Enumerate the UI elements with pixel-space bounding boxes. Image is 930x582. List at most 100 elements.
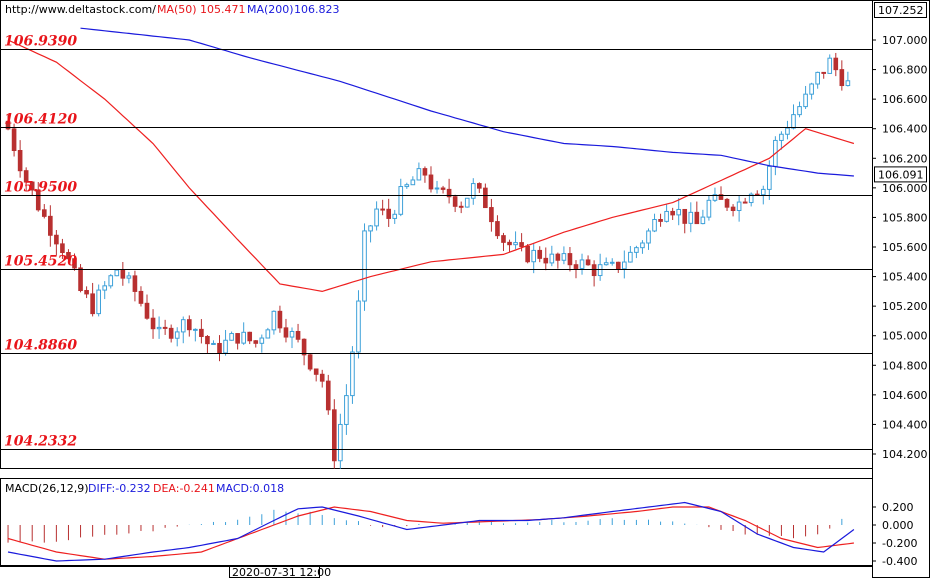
level-label: 106.9390 — [4, 34, 77, 50]
candle-body — [622, 261, 627, 270]
price-tick-label: 106.200 — [882, 152, 928, 165]
candle-body — [253, 340, 259, 344]
macd-title: MACD(26,12,9) — [5, 482, 89, 495]
candle-body — [199, 328, 204, 337]
candle-body — [60, 243, 65, 254]
candle-body — [17, 150, 23, 172]
candle-body — [470, 183, 476, 199]
macd-diff-line — [7, 501, 855, 562]
candles-group — [5, 52, 851, 469]
candle-body — [211, 342, 216, 345]
candle-body — [549, 253, 555, 264]
price-tick-label: 105.200 — [882, 300, 928, 313]
candle-body — [579, 259, 585, 269]
candle-body — [174, 331, 180, 339]
candle-body — [392, 213, 398, 219]
candle-body — [235, 333, 240, 344]
candle-body — [609, 261, 615, 264]
candle-body — [126, 275, 132, 279]
candle-body — [84, 290, 89, 295]
candle-body — [658, 219, 663, 222]
candle-body — [48, 215, 53, 236]
time-label: 2020-07-31 12:00 — [232, 566, 331, 578]
candle-body — [628, 251, 633, 263]
candle-body — [791, 114, 796, 129]
top-price-label: 107.252 — [878, 4, 924, 17]
candle-body — [331, 409, 337, 462]
candle-body — [597, 264, 603, 277]
candle-body — [525, 245, 530, 263]
candle-body — [90, 293, 95, 315]
price-tick-label: 105.400 — [882, 271, 928, 284]
level-label: 104.8860 — [4, 338, 77, 354]
candle-body — [742, 201, 748, 204]
candle-body — [452, 196, 458, 207]
level-label: 105.4520 — [4, 254, 77, 270]
candle-body — [555, 253, 561, 261]
level-label: 104.2332 — [4, 434, 77, 450]
candle-body — [350, 351, 355, 397]
macd-tick-label: 0.000 — [882, 519, 914, 532]
candle-body — [779, 133, 784, 141]
candle-body — [344, 395, 349, 425]
candle-body — [271, 310, 277, 331]
candle-body — [66, 252, 71, 260]
candle-body — [380, 208, 385, 211]
candle-body — [313, 368, 319, 375]
candle-body — [513, 242, 518, 246]
candle-body — [217, 342, 222, 354]
candle-body — [615, 261, 621, 270]
candle-body — [495, 221, 500, 237]
candle-body — [464, 197, 470, 208]
candle-body — [676, 208, 682, 216]
candle-body — [193, 328, 198, 331]
candle-body — [29, 181, 35, 191]
candle-body — [416, 168, 422, 181]
candle-body — [767, 165, 772, 190]
ma200-line — [80, 27, 854, 177]
candle-body — [446, 188, 452, 198]
candle-body — [634, 247, 639, 253]
candle-body — [736, 201, 742, 212]
candle-body — [108, 275, 114, 287]
ma50-label: MA(50) — [157, 3, 197, 16]
candle-body — [567, 253, 573, 266]
candle-body — [120, 269, 126, 279]
candle-body — [168, 327, 174, 339]
candle-body — [700, 216, 706, 225]
candle-body — [132, 275, 138, 292]
source-url[interactable]: http://www.deltastock.com/ — [5, 3, 156, 16]
candle-body — [591, 264, 597, 277]
ma200-value: 106.823 — [294, 3, 340, 16]
candle-body — [144, 302, 150, 319]
candle-body — [295, 330, 301, 340]
candle-body — [694, 211, 700, 225]
candle-body — [422, 168, 428, 176]
macd-dea-line — [7, 506, 854, 560]
candle-body — [543, 257, 549, 264]
candle-body — [180, 319, 186, 333]
ma50-line — [7, 39, 855, 293]
candle-body — [833, 57, 839, 71]
candle-body — [718, 194, 724, 200]
candle-body — [241, 331, 246, 344]
price-tick-label: 104.400 — [882, 418, 928, 431]
price-tick-label: 104.600 — [882, 389, 928, 402]
candle-body — [561, 253, 567, 261]
price-tick-label: 105.600 — [882, 241, 928, 254]
candle-body — [652, 219, 657, 232]
candle-body — [797, 106, 802, 116]
price-tick-label: 106.600 — [882, 93, 928, 106]
macd-group — [7, 501, 855, 562]
candle-body — [434, 187, 440, 190]
current-price-label: 106.091 — [878, 168, 924, 181]
candle-body — [483, 187, 488, 209]
candle-body — [247, 331, 253, 342]
candle-body — [712, 194, 718, 201]
candle-body — [368, 225, 373, 232]
candle-body — [283, 327, 289, 338]
candle-body — [815, 71, 820, 85]
macd-tick-label: -0.400 — [882, 555, 917, 568]
candle-body — [223, 339, 228, 354]
